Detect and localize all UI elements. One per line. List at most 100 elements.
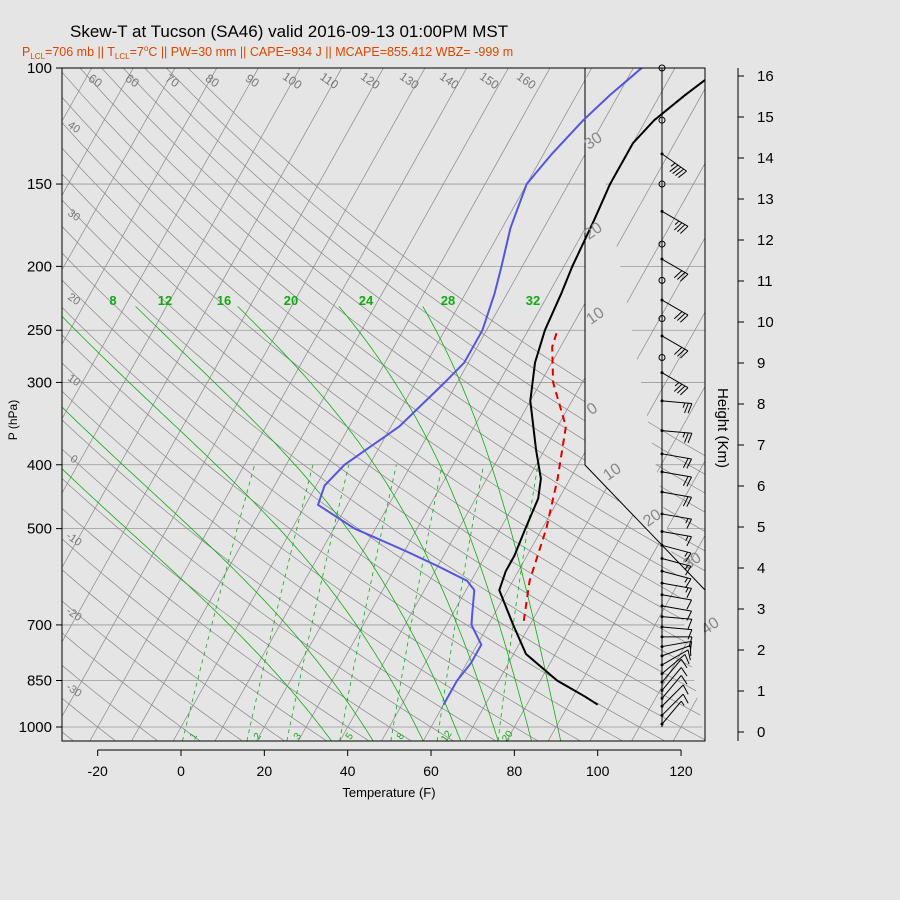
dry-adiabat-label: 10 <box>65 372 82 389</box>
wind-barb-feather <box>673 270 683 279</box>
wind-barb-staff <box>661 700 682 725</box>
wind-barb-dot <box>660 452 664 456</box>
isotherm-label: 100 <box>280 69 305 92</box>
series-parcel-line <box>522 329 567 621</box>
wind-barb <box>660 675 688 700</box>
wind-barb-feather <box>685 552 692 563</box>
wind-barb <box>660 399 693 414</box>
isotherm-line <box>89 68 468 741</box>
isotherm-label: 70 <box>163 71 182 90</box>
wind-barb-dot <box>660 604 664 608</box>
dry-adiabat-line <box>62 334 623 741</box>
dry-adiabat-line <box>62 362 581 741</box>
dry-adiabat-line <box>62 448 454 741</box>
mixing-ratio-lines <box>182 464 539 741</box>
y-tick-label: 100 <box>27 60 52 77</box>
x-tick-label: -20 <box>88 763 108 779</box>
mixing-ratio-line <box>286 464 350 741</box>
dry-adiabat-line <box>62 508 370 741</box>
wind-barb-staff <box>661 570 692 580</box>
moist-adiabat-lines <box>62 306 562 741</box>
wind-barb-half-feather <box>674 220 680 226</box>
wind-barb-staff <box>661 471 692 478</box>
series-temperature-line <box>498 78 705 706</box>
wind-barb-calm <box>658 116 666 124</box>
wind-barb-dot <box>660 672 664 676</box>
x-axis-label: Temperature (F) <box>342 785 435 800</box>
isotherm-line <box>214 68 593 741</box>
wind-barb <box>660 556 692 576</box>
mixing-ratio-label: 8 <box>395 731 407 742</box>
isotherm-line <box>62 68 176 271</box>
y-tick-label: 250 <box>27 322 52 339</box>
wind-barb-feather <box>680 387 689 396</box>
wind-barb-dot <box>660 663 664 667</box>
wind-barb-staff <box>661 335 689 352</box>
wind-barb-feather <box>684 432 689 443</box>
wind-barb-dot <box>660 334 664 338</box>
wind-barb-dot <box>660 680 664 684</box>
isotherm-line <box>589 534 705 741</box>
wind-barb <box>658 240 666 248</box>
wind-barb-feather <box>673 222 683 231</box>
isotherm-line <box>631 609 705 741</box>
wind-barb <box>660 209 689 234</box>
height-tick-label: 2 <box>757 642 765 659</box>
wind-barb <box>660 452 692 469</box>
wind-barb <box>660 658 688 684</box>
wind-barb-dot <box>660 593 664 597</box>
isotherm-line <box>62 68 343 569</box>
mixing-ratio-label: 20 <box>500 728 516 744</box>
wind-barb-staff <box>661 616 692 620</box>
x-tick-label: 40 <box>340 763 356 779</box>
isotherm-label: 150 <box>477 69 502 92</box>
y-tick-label: 150 <box>27 176 52 193</box>
wind-barb-half-feather <box>685 587 689 593</box>
wind-barb-staff <box>661 530 692 538</box>
wind-barb-feather <box>684 403 689 414</box>
height-tick-label: 8 <box>757 396 765 413</box>
isotherm-line <box>506 385 705 741</box>
x-tick-label: 120 <box>669 763 693 779</box>
x-tick-label: 0 <box>177 763 185 779</box>
chart-subtitle: PLCL=706 mb || TLCL=7oC || PW=30 mm || C… <box>22 44 513 61</box>
wind-barb <box>660 593 692 610</box>
height-tick-label: 12 <box>757 232 774 249</box>
wind-barb-feather <box>686 588 692 598</box>
sounding-series <box>316 68 705 706</box>
wind-barb <box>660 684 689 708</box>
wind-barb-half-feather <box>682 402 686 408</box>
wind-barb-feather <box>682 684 689 695</box>
wind-barb-staff <box>661 626 692 631</box>
wind-barb-feather <box>680 314 689 323</box>
wind-barb-feather <box>686 599 692 610</box>
wind-barb-dot <box>660 209 664 213</box>
wind-barb-feather <box>686 458 692 469</box>
chart-title: Skew-T at Tucson (SA46) valid 2016-09-13… <box>70 22 508 41</box>
wind-barb-staff <box>661 658 682 683</box>
hodograph-box <box>584 68 705 741</box>
x-tick-label: 100 <box>586 763 610 779</box>
series-dewpoint-line <box>316 68 643 706</box>
isotherm-line <box>62 68 134 197</box>
height-tick-label: 15 <box>757 109 774 126</box>
mixing-ratio-label: 12 <box>439 728 455 744</box>
wind-barb-dot <box>660 512 664 516</box>
wind-barb <box>660 569 692 589</box>
wind-barb-staff <box>661 258 689 275</box>
dry-adiabat-lines <box>62 68 705 741</box>
wind-barb-half-feather <box>684 577 689 583</box>
wind-barb-staff <box>661 453 692 460</box>
isotherm-line <box>62 68 259 420</box>
dry-adiabat-label: -10 <box>64 530 84 549</box>
dry-adiabat-label: 20 <box>65 291 82 308</box>
wind-barb-feather <box>682 458 689 468</box>
wind-barbs <box>658 64 693 727</box>
dry-adiabat-line <box>62 569 285 741</box>
wind-barb-staff <box>661 299 689 316</box>
wind-barb-dot <box>660 152 664 156</box>
wind-barb-staff <box>661 693 684 716</box>
wind-barb-dot <box>660 625 664 629</box>
hodograph-outline <box>584 68 705 591</box>
